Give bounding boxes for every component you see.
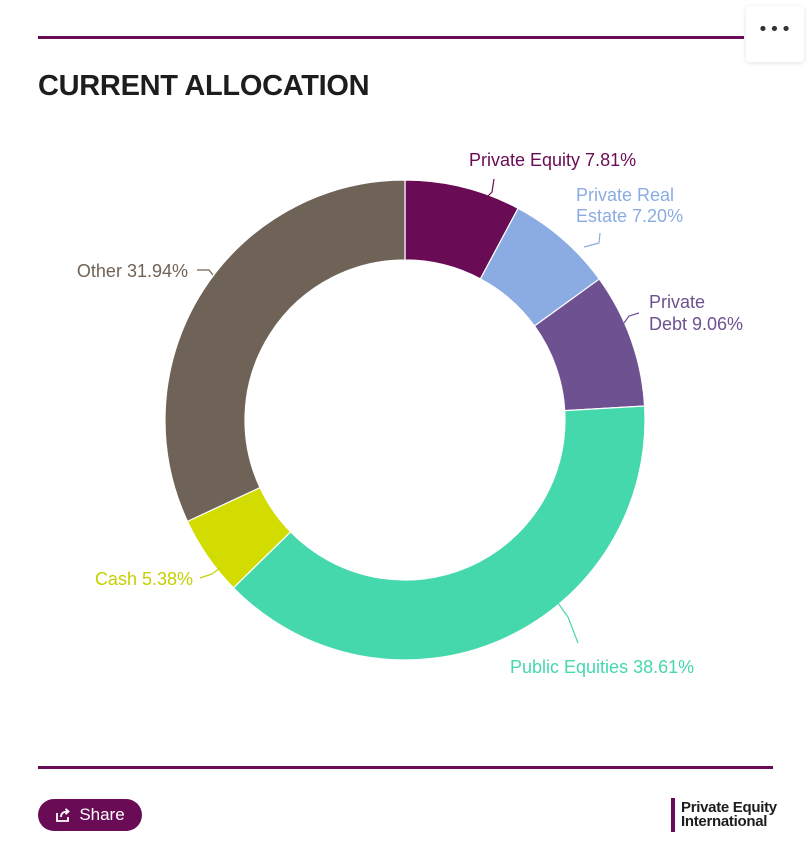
slice-labels: Private Equity 7.81% Private Real Estate 7… bbox=[77, 150, 743, 677]
slice-public-equities[interactable] bbox=[232, 405, 646, 661]
chart-menu-button[interactable]: ••• bbox=[746, 6, 804, 62]
publisher-logo: Private Equity International bbox=[671, 798, 777, 832]
chart-title: CURRENT ALLOCATION bbox=[38, 70, 370, 102]
leader-line-private-debt bbox=[623, 312, 640, 324]
data-label-public-equities: Public Equities 38.61% bbox=[510, 657, 694, 677]
share-button[interactable]: Share bbox=[38, 799, 142, 831]
donut-chart: Private Equity 7.81% Private Real Estate 7… bbox=[77, 150, 743, 677]
leader-line-cash bbox=[199, 567, 221, 579]
share-icon bbox=[56, 808, 71, 822]
data-label-private-debt: Private Debt 9.06% bbox=[649, 292, 743, 334]
leader-line-public-equities bbox=[557, 602, 579, 644]
bottom-divider bbox=[38, 766, 773, 769]
leader-line-private-equity bbox=[487, 178, 495, 197]
data-label-private-equity: Private Equity 7.81% bbox=[469, 150, 636, 170]
label-leader-lines bbox=[197, 178, 640, 644]
leader-line-other bbox=[197, 269, 214, 276]
data-label-cash: Cash 5.38% bbox=[95, 569, 193, 589]
share-button-label: Share bbox=[79, 805, 125, 824]
donut-slices bbox=[164, 179, 646, 661]
more-horizontal-icon: ••• bbox=[757, 19, 793, 40]
data-label-other: Other 31.94% bbox=[77, 261, 188, 281]
logo-line-1: Private Equity bbox=[681, 799, 777, 816]
data-label-private-real-estate: Private Real Estate 7.20% bbox=[576, 185, 683, 226]
leader-line-private-real-estate bbox=[583, 232, 601, 248]
logo-line-2: International bbox=[681, 813, 768, 830]
top-divider bbox=[38, 36, 744, 39]
slice-other[interactable] bbox=[164, 179, 406, 523]
